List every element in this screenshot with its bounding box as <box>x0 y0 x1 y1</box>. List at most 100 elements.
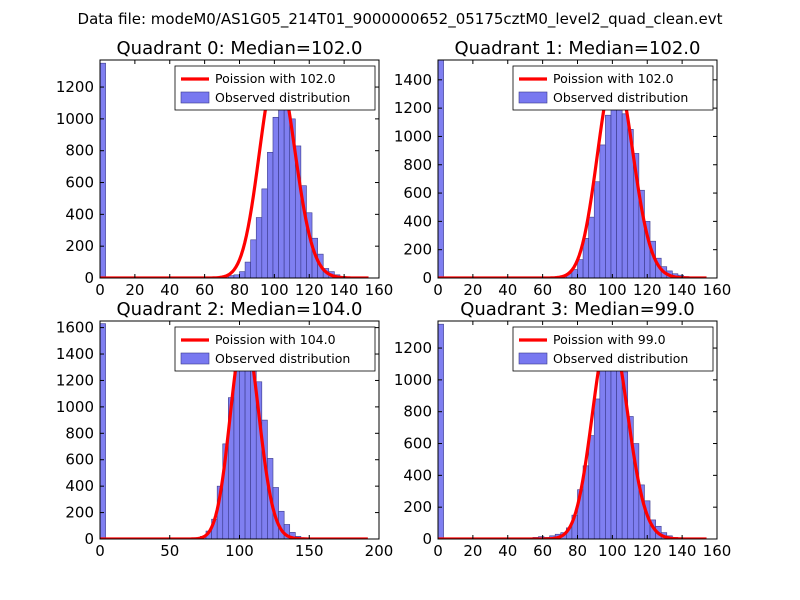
x-tick-label: 100 <box>260 281 289 299</box>
suptitle: Data file: modeM0/AS1G05_214T01_90000006… <box>78 10 723 29</box>
histogram-bar <box>239 347 246 539</box>
histogram-bar <box>255 217 263 278</box>
y-tick-label: 1200 <box>394 99 432 117</box>
legend: Poission with 99.0 Observed distribution <box>512 326 714 372</box>
histogram-bar <box>100 323 106 539</box>
histogram-bar <box>267 151 274 278</box>
y-tick-label: 200 <box>403 241 432 259</box>
subplot-title: Quadrant 1: Median=102.0 <box>455 38 701 59</box>
legend-bar-label: Observed distribution <box>553 90 688 105</box>
histogram-bar <box>605 344 612 539</box>
x-tick-label: 140 <box>668 542 697 560</box>
x-tick-label: 160 <box>365 281 394 299</box>
x-tick-label: 0 <box>433 542 443 560</box>
x-tick-label: 40 <box>498 542 517 560</box>
legend-bar-swatch <box>180 352 210 365</box>
x-tick-label: 120 <box>633 542 662 560</box>
histogram-bar <box>610 100 617 278</box>
subplot-grid: 0 20 40 60 80 100 120 140 1600200400600800100012… <box>56 38 732 560</box>
histogram-bar <box>250 239 257 278</box>
legend-bar-label: Observed distribution <box>215 351 350 366</box>
y-tick-label: 800 <box>403 156 432 174</box>
y-tick-label: 600 <box>403 184 432 202</box>
y-tick-label: 1000 <box>56 398 94 416</box>
x-tick-label: 100 <box>598 542 627 560</box>
y-tick-label: 200 <box>65 504 94 522</box>
y-tick-label: 1200 <box>56 371 94 389</box>
subplot-title: Quadrant 0: Median=102.0 <box>117 38 363 59</box>
x-tick-label: 120 <box>633 281 662 299</box>
subplot-title: Quadrant 2: Median=104.0 <box>117 299 363 320</box>
y-tick-label: 1400 <box>394 71 432 89</box>
x-tick-label: 160 <box>703 281 732 299</box>
y-tick-label: 1000 <box>394 127 432 145</box>
x-tick-label: 80 <box>568 281 587 299</box>
legend: Poission with 104.0 Observed distribution <box>174 326 376 372</box>
histogram-bar <box>616 102 623 278</box>
histogram-bar <box>272 116 279 278</box>
y-tick-label: 200 <box>65 237 94 255</box>
y-tick-label: 800 <box>65 142 94 160</box>
y-tick-label: 1400 <box>56 345 94 363</box>
subplot-title: Quadrant 3: Median=99.0 <box>460 299 695 320</box>
histogram-bar <box>588 435 595 539</box>
histogram-bar <box>588 216 595 278</box>
y-tick-label: 1000 <box>56 110 94 128</box>
x-tick-label: 60 <box>195 281 214 299</box>
y-tick-label: 1200 <box>56 78 94 96</box>
y-tick-label: 400 <box>65 205 94 223</box>
x-tick-label: 50 <box>160 542 179 560</box>
x-tick-label: 20 <box>463 542 482 560</box>
poisson-fit-line <box>100 66 369 278</box>
histogram-bar <box>438 60 444 278</box>
x-tick-label: 150 <box>295 542 324 560</box>
plot-area <box>438 60 707 278</box>
x-tick-label: 80 <box>230 281 249 299</box>
y-tick-label: 400 <box>65 477 94 495</box>
histogram-bar <box>605 114 612 278</box>
quadrant-1-panel: 0 20 40 60 80 100 120 140 160 0 200 400 600 800 1000 12… <box>394 38 732 299</box>
plot-area <box>100 62 369 278</box>
x-tick-label: 0 <box>95 542 105 560</box>
legend-bar-swatch <box>518 352 548 365</box>
y-tick-label: 800 <box>65 424 94 442</box>
y-tick-label: 600 <box>65 451 94 469</box>
y-tick-label: 600 <box>403 435 432 453</box>
y-tick-label: 0 <box>84 530 94 548</box>
x-tick-label: 100 <box>598 281 627 299</box>
quadrant-2-panel: 0 50 100 150 200 0 200 400 600 800 1000 1200 1400 160… <box>56 299 394 560</box>
histogram-bar <box>621 113 629 278</box>
x-tick-label: 60 <box>533 542 552 560</box>
x-tick-label: 40 <box>498 281 517 299</box>
y-tick-label: 1200 <box>394 339 432 357</box>
legend-fit-label: Poission with 102.0 <box>215 71 336 86</box>
x-tick-label: 140 <box>668 281 697 299</box>
legend-bar-swatch <box>180 91 210 104</box>
plot-area <box>100 323 369 539</box>
x-tick-label: 140 <box>330 281 359 299</box>
y-tick-label: 0 <box>422 269 432 287</box>
histogram-bar <box>233 366 240 539</box>
legend-bar-label: Observed distribution <box>215 90 350 105</box>
y-tick-label: 1600 <box>56 319 94 337</box>
x-tick-label: 40 <box>160 281 179 299</box>
quadrant-0-panel: 0 20 40 60 80 100 120 140 160 0 200 400 600 800 1000 12… <box>56 38 394 299</box>
legend-fit-label: Poission with 104.0 <box>215 332 336 347</box>
histogram-bar <box>100 62 106 278</box>
x-tick-label: 160 <box>703 542 732 560</box>
histogram-bar <box>438 323 444 539</box>
histogram-bar <box>577 259 584 278</box>
histogram-bar <box>244 261 251 278</box>
histogram-bar <box>593 181 601 278</box>
y-tick-label: 0 <box>84 269 94 287</box>
y-tick-label: 800 <box>403 403 432 421</box>
x-tick-label: 80 <box>568 542 587 560</box>
y-tick-label: 0 <box>422 530 432 548</box>
histogram-bar <box>261 188 268 278</box>
x-tick-label: 120 <box>295 281 324 299</box>
histogram-bar <box>278 94 285 278</box>
legend: Poission with 102.0 Observed distribution <box>174 65 376 111</box>
y-tick-label: 600 <box>65 174 94 192</box>
x-tick-label: 20 <box>463 281 482 299</box>
